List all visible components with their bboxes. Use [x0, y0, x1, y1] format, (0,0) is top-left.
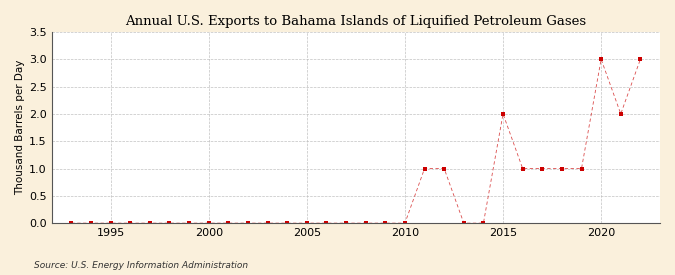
Y-axis label: Thousand Barrels per Day: Thousand Barrels per Day — [15, 60, 25, 195]
Text: Source: U.S. Energy Information Administration: Source: U.S. Energy Information Administ… — [34, 260, 248, 270]
Title: Annual U.S. Exports to Bahama Islands of Liquified Petroleum Gases: Annual U.S. Exports to Bahama Islands of… — [126, 15, 587, 28]
